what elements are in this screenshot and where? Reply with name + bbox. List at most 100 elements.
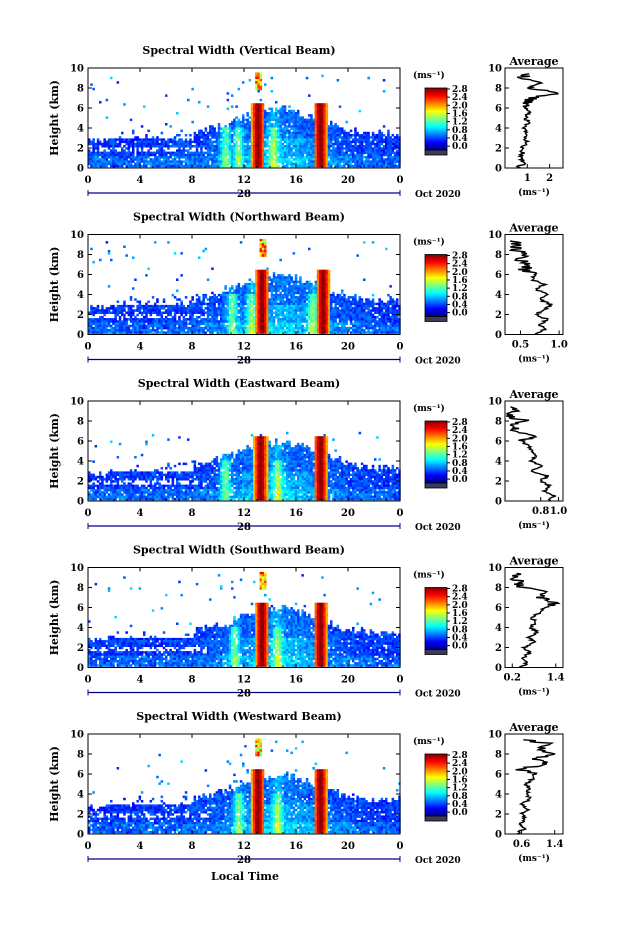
x-tick-label: 12 bbox=[237, 342, 251, 353]
panel-title: Spectral Width (Northward Beam) bbox=[133, 211, 345, 224]
colorbar-tick-label: 1.6 bbox=[452, 775, 468, 785]
colorbar-tick-label: 1.6 bbox=[452, 276, 468, 286]
colorbar-tick-label: 0.8 bbox=[452, 625, 468, 635]
colorbar-tick-label: 1.2 bbox=[452, 784, 468, 794]
average-frame bbox=[504, 67, 564, 169]
average-y-tick: 0 bbox=[495, 830, 502, 841]
x-tick-label: 12 bbox=[237, 675, 251, 686]
colorbar-underflow bbox=[424, 815, 448, 822]
colorbar-tick-label: 0.0 bbox=[452, 475, 468, 485]
y-tick-label: 8 bbox=[77, 250, 84, 261]
panel-title: Spectral Width (Eastward Beam) bbox=[138, 377, 340, 390]
y-axis-label: Height (km) bbox=[48, 247, 61, 323]
colorbar-tick-label: 0.4 bbox=[452, 633, 468, 643]
y-tick-label: 0 bbox=[77, 663, 84, 674]
average-y-tick: 0 bbox=[495, 330, 502, 341]
x-tick-label: 12 bbox=[237, 508, 251, 519]
colorbar-tick-label: 2.0 bbox=[452, 601, 468, 611]
y-axis-label: Height (km) bbox=[48, 80, 61, 156]
colorbar-tick-label: 1.6 bbox=[452, 109, 468, 119]
x-tick-label: 12 bbox=[237, 841, 251, 852]
panel-2: Spectral Width (Eastward Beam) 0 2 4 6 8 10 0 4 8… bbox=[48, 377, 567, 533]
x-tick-label: 20 bbox=[341, 841, 355, 852]
x-tick-label: 16 bbox=[289, 342, 303, 353]
x-tick-label: 16 bbox=[289, 175, 303, 186]
day-label: 28 bbox=[237, 689, 251, 700]
average-y-tick: 0 bbox=[495, 663, 502, 674]
y-axis-label: Height (km) bbox=[48, 746, 61, 822]
heatmap-cells bbox=[88, 72, 401, 168]
average-y-tick: 0 bbox=[495, 497, 502, 508]
average-x-tick: 1.0 bbox=[550, 340, 567, 351]
heatmap-cells bbox=[88, 738, 401, 834]
average-profile-line bbox=[509, 572, 561, 669]
date-label: Oct 2020 bbox=[415, 856, 461, 866]
colorbar-tick-label: 2.4 bbox=[452, 260, 468, 270]
units-label: (ms⁻¹) bbox=[413, 70, 445, 81]
colorbar bbox=[424, 87, 448, 151]
x-tick-label: 8 bbox=[189, 675, 196, 686]
x-tick-label: 16 bbox=[289, 508, 303, 519]
day-label: 28 bbox=[237, 189, 251, 200]
colorbar-tick-label: 0.4 bbox=[452, 467, 468, 477]
y-tick-label: 2 bbox=[77, 144, 84, 155]
date-label: Oct 2020 bbox=[415, 190, 461, 200]
average-y-tick: 8 bbox=[495, 750, 502, 761]
y-tick-label: 8 bbox=[77, 417, 84, 428]
colorbar-tick-label: 0.4 bbox=[452, 800, 468, 810]
colorbar-tick-label: 2.0 bbox=[452, 767, 468, 777]
colorbar-tick-label: 2.4 bbox=[452, 93, 468, 103]
colorbar bbox=[424, 587, 448, 650]
y-tick-label: 6 bbox=[77, 270, 84, 281]
average-y-tick: 6 bbox=[495, 270, 502, 281]
y-tick-label: 6 bbox=[77, 770, 84, 781]
x-axis-label: Local Time bbox=[211, 870, 279, 883]
average-x-tick: 1.0 bbox=[550, 506, 567, 517]
y-tick-label: 8 bbox=[77, 84, 84, 95]
y-tick-label: 2 bbox=[77, 643, 84, 654]
average-y-tick: 10 bbox=[488, 730, 502, 741]
y-tick-label: 4 bbox=[77, 124, 84, 135]
average-y-tick: 8 bbox=[495, 250, 502, 261]
y-axis-label: Height (km) bbox=[48, 413, 61, 489]
average-title: Average bbox=[508, 721, 558, 734]
colorbar-underflow bbox=[424, 149, 448, 156]
x-tick-label: 0 bbox=[85, 675, 92, 686]
x-tick-label: 4 bbox=[137, 841, 144, 852]
average-x-label: (ms⁻¹) bbox=[518, 354, 550, 365]
x-tick-label: 0 bbox=[397, 508, 404, 519]
date-label: Oct 2020 bbox=[415, 523, 461, 533]
x-tick-label: 0 bbox=[85, 342, 92, 353]
average-title: Average bbox=[508, 222, 558, 235]
x-tick-label: 8 bbox=[189, 175, 196, 186]
average-y-tick: 2 bbox=[495, 310, 502, 321]
x-tick-label: 4 bbox=[137, 508, 144, 519]
y-tick-label: 4 bbox=[77, 290, 84, 301]
day-label: 28 bbox=[237, 855, 251, 866]
average-x-tick: 0.5 bbox=[512, 340, 529, 351]
average-y-tick: 2 bbox=[495, 643, 502, 654]
average-y-tick: 10 bbox=[488, 397, 502, 408]
date-label: Oct 2020 bbox=[415, 690, 461, 700]
x-tick-label: 12 bbox=[237, 175, 251, 186]
average-x-tick: 0.2 bbox=[504, 673, 521, 684]
colorbar-tick-label: 0.0 bbox=[452, 642, 468, 652]
y-tick-label: 6 bbox=[77, 104, 84, 115]
average-profile-line bbox=[515, 739, 556, 835]
average-y-tick: 2 bbox=[495, 144, 502, 155]
x-tick-label: 20 bbox=[341, 175, 355, 186]
y-tick-label: 8 bbox=[77, 583, 84, 594]
x-tick-label: 16 bbox=[289, 675, 303, 686]
average-x-tick: 0.6 bbox=[513, 839, 530, 850]
day-label: 28 bbox=[237, 522, 251, 533]
average-profile-line bbox=[508, 239, 553, 335]
average-y-tick: 2 bbox=[495, 810, 502, 821]
average-y-tick: 2 bbox=[495, 477, 502, 488]
x-tick-label: 4 bbox=[137, 175, 144, 186]
colorbar-tick-label: 1.6 bbox=[452, 609, 468, 619]
colorbar-tick-label: 2.0 bbox=[452, 268, 468, 278]
average-y-tick: 10 bbox=[488, 64, 502, 75]
average-profile-line bbox=[505, 406, 557, 502]
